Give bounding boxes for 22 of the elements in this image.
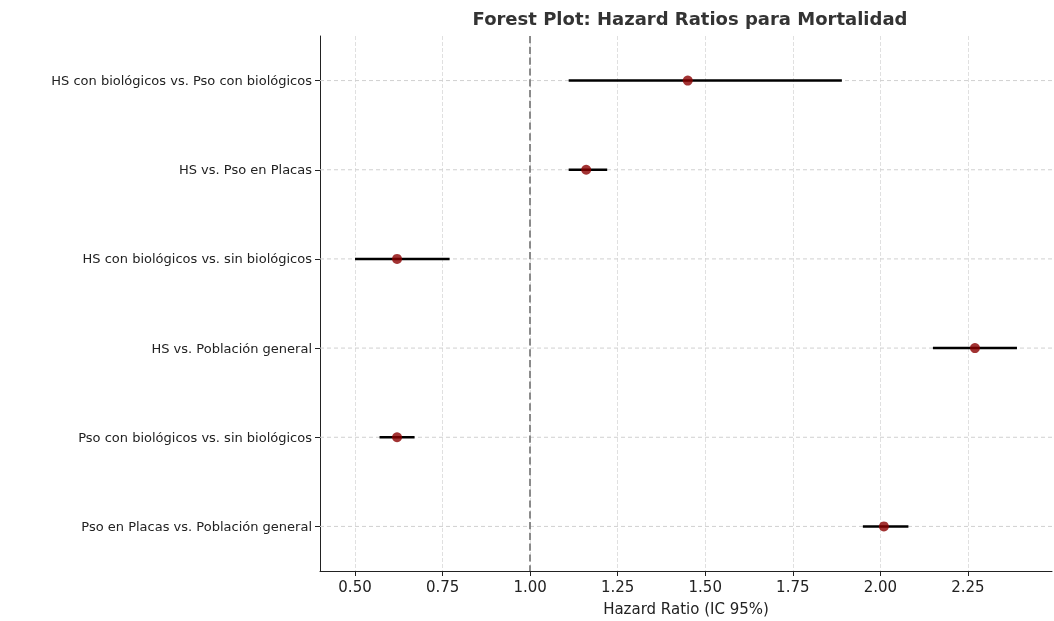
y-tick-label: Pso en Placas vs. Población general xyxy=(81,518,312,534)
x-tick-label: 1.00 xyxy=(513,577,547,596)
x-tick-label: 1.50 xyxy=(688,577,722,596)
chart-title: Forest Plot: Hazard Ratios para Mortalidad xyxy=(472,7,908,29)
point xyxy=(392,432,403,443)
x-tick-label: 0.50 xyxy=(338,577,372,596)
x-tick-label: 1.75 xyxy=(776,577,810,596)
x-tick-label: 2.00 xyxy=(863,577,898,596)
x-tick-label: 2.25 xyxy=(951,577,985,596)
point xyxy=(682,75,693,86)
y-tick-label: HS vs. Población general xyxy=(151,340,312,356)
x-axis-title: Hazard Ratio (IC 95%) xyxy=(603,599,769,618)
x-tick-label: 1.25 xyxy=(601,577,635,596)
point xyxy=(581,164,592,175)
y-tick-label: Pso con biológicos vs. sin biológicos xyxy=(78,429,313,445)
point xyxy=(392,253,403,264)
point xyxy=(969,343,980,354)
point xyxy=(878,521,889,532)
x-tick-label: 0.75 xyxy=(425,577,460,596)
y-tick-label: HS vs. Pso en Placas xyxy=(178,162,313,178)
y-tick-label: HS con biológicos vs. sin biológicos xyxy=(82,251,313,267)
y-tick-label: HS con biológicos vs. Pso con biológicos xyxy=(51,73,313,89)
